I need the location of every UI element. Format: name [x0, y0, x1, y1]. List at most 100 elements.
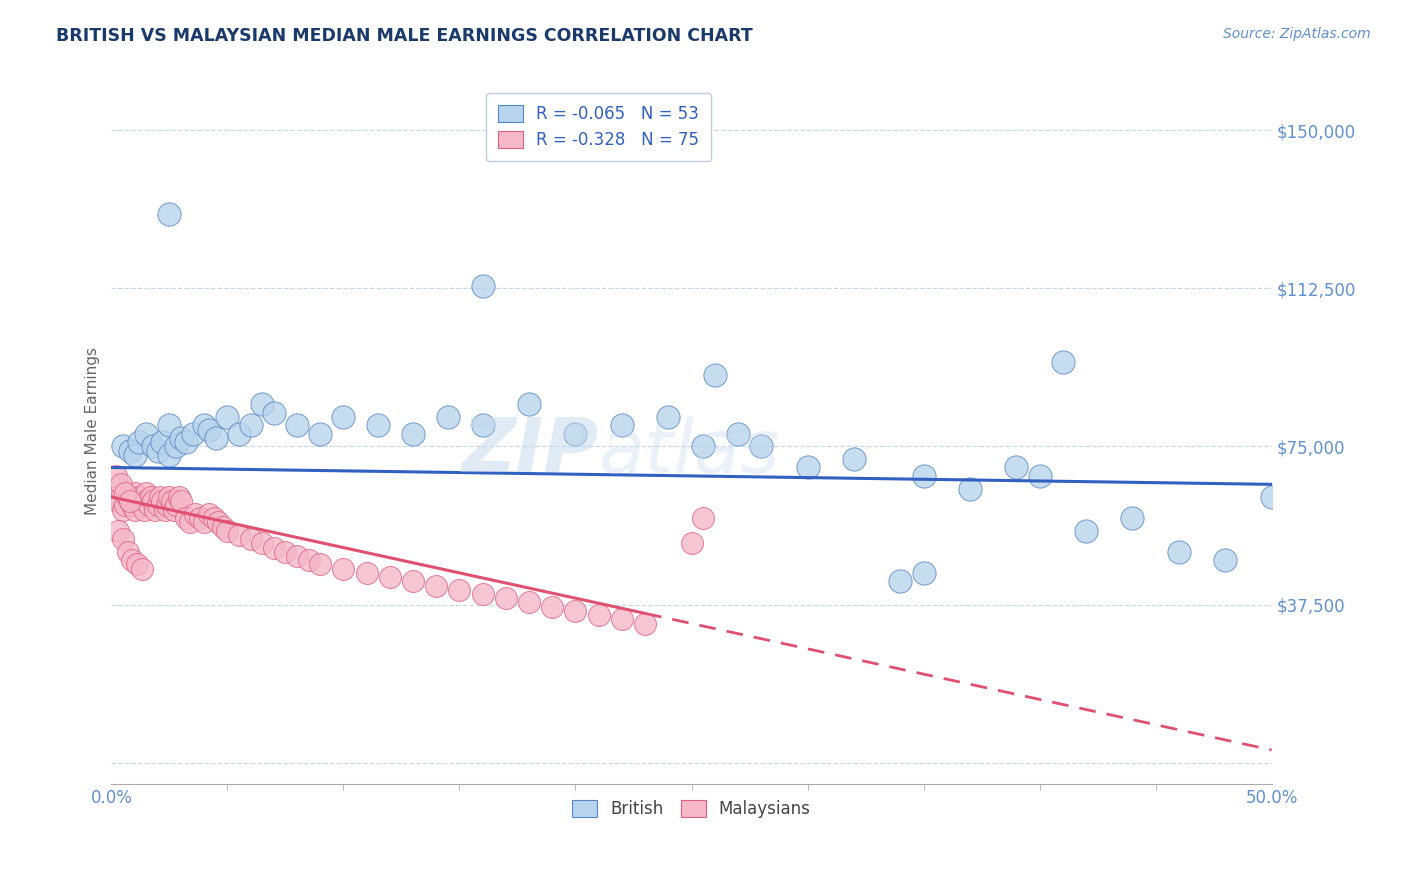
Point	[132, 502, 155, 516]
Point	[239, 532, 262, 546]
Point	[564, 426, 586, 441]
Point	[193, 418, 215, 433]
Text: Source: ZipAtlas.com: Source: ZipAtlas.com	[1223, 27, 1371, 41]
Point	[842, 452, 865, 467]
Text: ZIP: ZIP	[461, 416, 599, 488]
Point	[1074, 524, 1097, 538]
Point	[1260, 490, 1282, 504]
Point	[517, 595, 540, 609]
Point	[188, 511, 211, 525]
Point	[107, 524, 129, 538]
Point	[111, 439, 134, 453]
Point	[184, 507, 207, 521]
Point	[163, 502, 186, 516]
Point	[105, 469, 128, 483]
Point	[211, 519, 233, 533]
Point	[170, 431, 193, 445]
Y-axis label: Median Male Earnings: Median Male Earnings	[86, 347, 100, 515]
Point	[1005, 460, 1028, 475]
Point	[332, 409, 354, 424]
Point	[165, 439, 187, 453]
Point	[145, 502, 167, 516]
Point	[165, 499, 187, 513]
Point	[564, 604, 586, 618]
Point	[692, 511, 714, 525]
Point	[610, 418, 633, 433]
Point	[193, 516, 215, 530]
Point	[217, 524, 239, 538]
Point	[1052, 355, 1074, 369]
Point	[128, 435, 150, 450]
Point	[131, 499, 153, 513]
Point	[437, 409, 460, 424]
Point	[634, 616, 657, 631]
Point	[156, 499, 179, 513]
Point	[167, 490, 190, 504]
Point	[121, 553, 143, 567]
Point	[912, 566, 935, 580]
Point	[796, 460, 818, 475]
Point	[309, 426, 332, 441]
Point	[541, 599, 564, 614]
Point	[285, 418, 308, 433]
Point	[228, 528, 250, 542]
Point	[142, 439, 165, 453]
Point	[107, 494, 129, 508]
Point	[110, 477, 132, 491]
Point	[202, 511, 225, 525]
Point	[425, 578, 447, 592]
Point	[1213, 553, 1236, 567]
Point	[332, 562, 354, 576]
Point	[125, 494, 148, 508]
Point	[703, 368, 725, 382]
Point	[749, 439, 772, 453]
Point	[889, 574, 911, 589]
Point	[692, 439, 714, 453]
Point	[198, 423, 221, 437]
Point	[117, 545, 139, 559]
Text: BRITISH VS MALAYSIAN MEDIAN MALE EARNINGS CORRELATION CHART: BRITISH VS MALAYSIAN MEDIAN MALE EARNING…	[56, 27, 754, 45]
Point	[146, 443, 169, 458]
Point	[517, 397, 540, 411]
Point	[309, 558, 332, 572]
Point	[170, 494, 193, 508]
Point	[124, 448, 146, 462]
Point	[157, 207, 180, 221]
Point	[471, 279, 494, 293]
Point	[157, 490, 180, 504]
Point	[274, 545, 297, 559]
Point	[471, 418, 494, 433]
Point	[105, 490, 128, 504]
Point	[252, 397, 274, 411]
Point	[117, 490, 139, 504]
Point	[152, 494, 174, 508]
Point	[402, 574, 425, 589]
Point	[1121, 511, 1143, 525]
Point	[181, 426, 204, 441]
Point	[1167, 545, 1189, 559]
Point	[174, 435, 197, 450]
Point	[179, 516, 201, 530]
Point	[174, 511, 197, 525]
Point	[135, 494, 157, 508]
Text: atlas: atlas	[599, 416, 780, 488]
Point	[263, 406, 285, 420]
Point	[228, 426, 250, 441]
Point	[124, 502, 146, 516]
Point	[146, 499, 169, 513]
Point	[118, 494, 141, 508]
Point	[367, 418, 389, 433]
Point	[142, 494, 165, 508]
Point	[157, 418, 180, 433]
Point	[495, 591, 517, 606]
Point	[217, 409, 239, 424]
Point	[588, 608, 610, 623]
Point	[449, 582, 471, 597]
Point	[471, 587, 494, 601]
Point	[118, 443, 141, 458]
Point	[378, 570, 401, 584]
Point	[149, 490, 172, 504]
Point	[152, 435, 174, 450]
Point	[153, 502, 176, 516]
Point	[139, 490, 162, 504]
